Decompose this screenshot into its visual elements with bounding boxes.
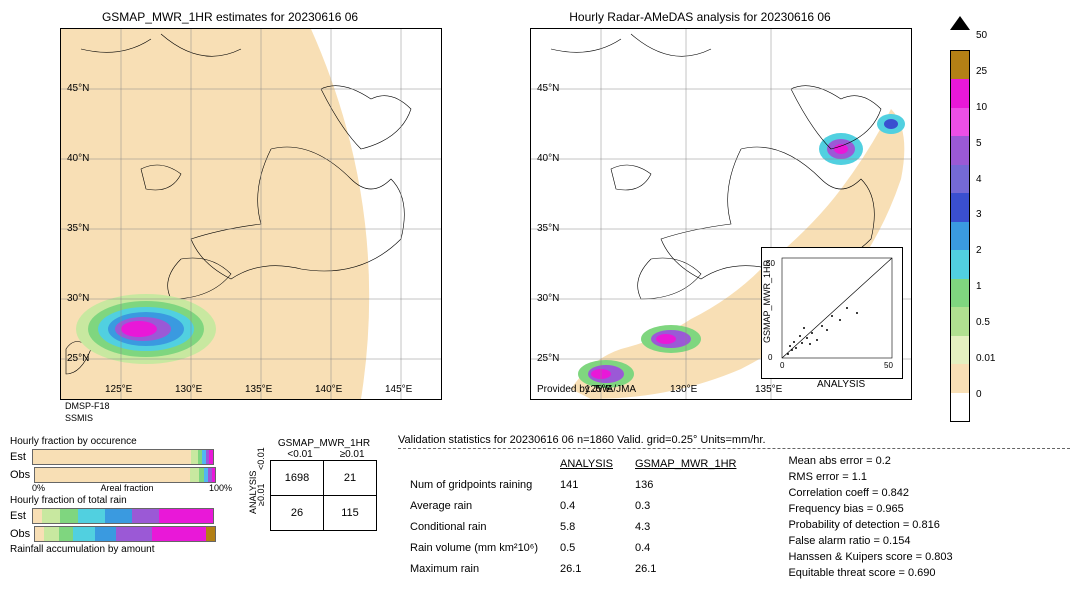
satellite-label-2: SSMIS (65, 414, 450, 424)
lat-tick: 25°N (537, 353, 559, 364)
accum-title: Rainfall accumulation by amount (10, 544, 230, 555)
validation-metrics: Mean abs error = 0.2RMS error = 1.1Corre… (788, 453, 952, 581)
inset-ylabel: GSMAP_MWR_1HR (762, 260, 772, 343)
satellite-label-1: DMSP-F18 (65, 402, 450, 412)
ct-row-hdr-1: ≥0.01 (256, 483, 266, 505)
provided-by-text: Provided by JWA/JMA (537, 384, 636, 395)
lon-tick: 130°E (670, 384, 697, 395)
ct-col-hdr-0: <0.01 (287, 449, 312, 460)
lon-tick: 135°E (245, 384, 272, 395)
lon-tick: 130°E (175, 384, 202, 395)
svg-text:0: 0 (780, 361, 785, 370)
x1-label: 100% (209, 483, 232, 493)
contingency-table: 169821 26115 (270, 460, 377, 531)
ct-col-title: GSMAP_MWR_1HR (270, 438, 378, 449)
lon-tick: 135°E (755, 384, 782, 395)
svg-text:50: 50 (884, 361, 893, 370)
occurrence-title: Hourly fraction by occurence (10, 436, 230, 447)
x0-label: 0% (32, 483, 45, 493)
validation-title: Validation statistics for 20230616 06 n=… (398, 434, 1070, 449)
lat-tick: 35°N (67, 223, 89, 234)
ct-col-hdr-1: ≥0.01 (340, 449, 365, 460)
lat-tick: 40°N (537, 153, 559, 164)
row-label-obs: Obs (10, 469, 30, 481)
colorbar (950, 50, 970, 422)
left-map: 45°N 40°N 35°N 30°N 25°N 125°E 130°E 135… (60, 28, 442, 400)
right-map: 45°N 40°N 35°N 30°N 25°N 125°E 130°E 135… (530, 28, 912, 400)
lat-tick: 30°N (67, 293, 89, 304)
lon-tick: 145°E (385, 384, 412, 395)
xcaption: Areal fraction (100, 483, 153, 493)
totalrain-title: Hourly fraction of total rain (10, 495, 230, 506)
precip-blob (76, 294, 216, 364)
svg-text:0: 0 (768, 353, 773, 362)
inset-xlabel: ANALYSIS (817, 379, 865, 390)
totalrain-bar-est (32, 508, 214, 524)
lat-tick: 45°N (67, 83, 89, 94)
colorbar-overflow-arrow (950, 16, 970, 30)
validation-table: ANALYSIS GSMAP_MWR_1HR Num of gridpoints… (398, 453, 748, 581)
lat-tick: 35°N (537, 223, 559, 234)
lat-tick: 45°N (537, 83, 559, 94)
lon-tick: 140°E (315, 384, 342, 395)
row-label-obs2: Obs (10, 528, 30, 540)
lon-tick: 125°E (105, 384, 132, 395)
left-map-title: GSMAP_MWR_1HR estimates for 20230616 06 (10, 10, 450, 24)
lat-tick: 25°N (67, 353, 89, 364)
ct-row-hdr-0: <0.01 (256, 447, 266, 470)
lat-tick: 30°N (537, 293, 559, 304)
colorbar-labels: 502510543210.50.010 (976, 30, 995, 400)
row-label-est: Est (10, 451, 26, 463)
occurrence-bar-obs (34, 467, 216, 483)
lat-tick: 40°N (67, 153, 89, 164)
occurrence-bar-est (32, 449, 214, 465)
row-label-est2: Est (10, 510, 26, 522)
totalrain-bar-obs (34, 526, 216, 542)
scatter-inset: 050 050 GSMAP_MWR_1HR ANAL (761, 247, 903, 379)
right-map-title: Hourly Radar-AMeDAS analysis for 2023061… (480, 10, 920, 24)
